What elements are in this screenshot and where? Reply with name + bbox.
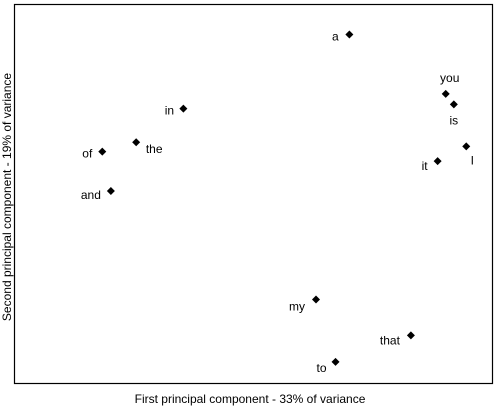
point-label-to: to — [317, 361, 327, 375]
point-label-that: that — [380, 333, 401, 347]
x-axis-label: First principal component - 33% of varia… — [135, 392, 366, 406]
point-label-of: of — [82, 147, 93, 161]
point-label-you: you — [440, 71, 459, 85]
data-point-of — [98, 148, 106, 156]
data-point-i-upper — [462, 142, 470, 150]
point-label-is: is — [450, 113, 459, 127]
data-point-and — [107, 187, 115, 195]
data-point-to — [332, 358, 340, 366]
point-label-and: and — [81, 188, 101, 202]
data-point-you — [442, 90, 450, 98]
y-axis-label: Second principal component - 19% of vari… — [0, 73, 14, 321]
point-label-in: in — [165, 104, 174, 118]
data-point-a — [345, 30, 353, 38]
data-point-it — [434, 157, 442, 165]
point-label-the: the — [146, 142, 163, 156]
point-label-my: my — [289, 299, 305, 313]
data-point-is — [450, 100, 458, 108]
point-label-it: it — [422, 159, 429, 173]
point-label-i-upper: I — [471, 153, 474, 167]
data-point-in — [179, 105, 187, 113]
data-point-that — [407, 331, 415, 339]
point-label-a: a — [332, 29, 339, 43]
data-point-my — [312, 295, 320, 303]
data-point-the — [132, 138, 140, 146]
points-layer: a in you is of the Iit and my that to — [81, 29, 474, 374]
